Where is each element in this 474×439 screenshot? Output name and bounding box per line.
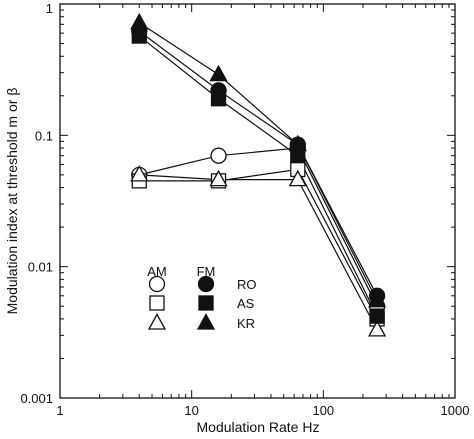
data-point-fm-kr <box>130 12 149 30</box>
legend-markers <box>147 275 216 330</box>
y-tick-labels: 0.001 0.01 0.1 1 <box>20 1 53 406</box>
data-point-fm-kr <box>288 134 307 152</box>
x-tick-label: 100 <box>312 403 334 418</box>
data-point-am-kr <box>130 165 149 182</box>
data-point-am-kr <box>209 169 228 187</box>
data-point-fm-as <box>369 308 385 324</box>
legend-marker-am-kr <box>147 313 167 330</box>
data-point-fm-kr <box>367 290 387 308</box>
y-axis-title: Modulation index at threshold m or β <box>4 88 20 315</box>
data-point-fm-as <box>210 91 227 107</box>
legend-header-fm: FM <box>197 264 216 279</box>
data-point-fm-kr <box>209 64 228 82</box>
legend: AM FM RO AS KR <box>147 264 256 331</box>
series-line-fm-as <box>138 35 378 317</box>
series-lines <box>138 22 378 331</box>
x-tick-label: 1 <box>56 403 63 418</box>
legend-marker-am-ro <box>148 275 166 293</box>
legend-marker-fm-ro <box>197 275 215 293</box>
legend-header-am: AM <box>147 264 167 279</box>
series-markers <box>130 12 387 337</box>
plot-frame <box>59 3 456 399</box>
data-point-am-kr <box>367 320 387 337</box>
x-axis-title: Modulation Rate Hz <box>197 419 320 435</box>
series-line-fm-kr <box>138 22 378 302</box>
series-line-am-ro <box>139 147 378 307</box>
series-line-am-kr <box>139 174 378 331</box>
tick-marks <box>59 4 455 399</box>
y-tick-label: 0.01 <box>28 260 53 275</box>
legend-label-as: AS <box>237 296 255 311</box>
y-tick-label: 1 <box>46 1 53 16</box>
legend-marker-am-as <box>149 295 165 311</box>
data-point-am-ro <box>210 147 227 164</box>
data-point-am-kr <box>288 169 307 187</box>
y-tick-label: 0.001 <box>20 391 53 406</box>
series-line-fm-ro <box>138 30 378 297</box>
x-tick-label: 10 <box>184 403 198 418</box>
legend-label-kr: KR <box>237 316 255 331</box>
legend-marker-fm-kr <box>196 313 216 330</box>
y-tick-label: 0.1 <box>35 128 53 143</box>
data-point-fm-as <box>131 28 147 44</box>
series-line-am-as <box>139 168 378 320</box>
legend-marker-fm-as <box>198 295 214 311</box>
x-tick-label: 1000 <box>441 403 470 418</box>
x-tick-labels: 1 10 100 1000 <box>56 403 469 418</box>
legend-label-ro: RO <box>237 277 257 292</box>
